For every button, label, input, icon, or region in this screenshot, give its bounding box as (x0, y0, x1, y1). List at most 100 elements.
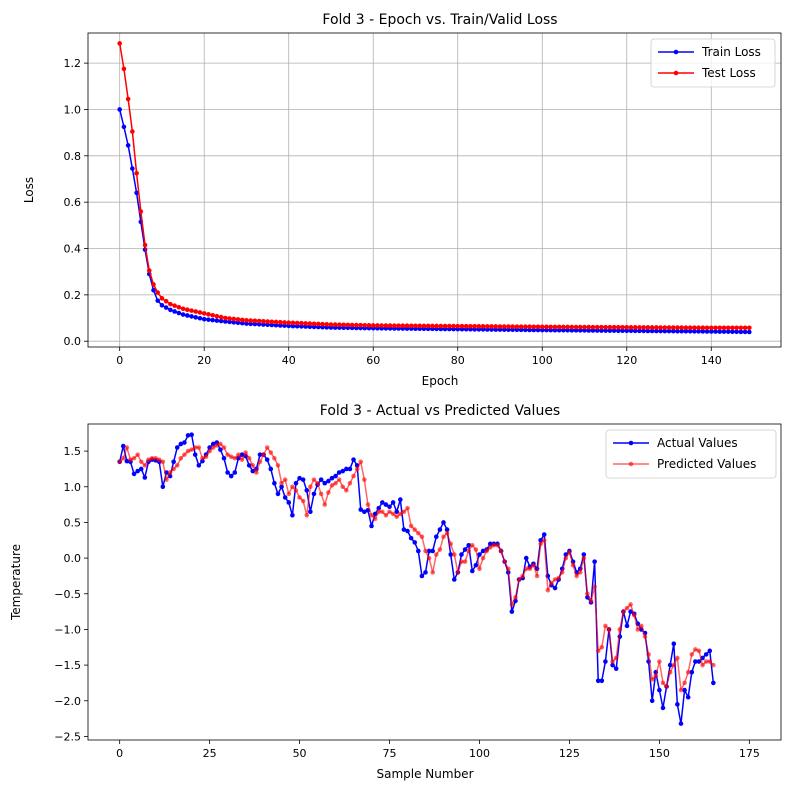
series-0-point-9 (155, 298, 161, 303)
series-1-point-46 (311, 321, 317, 327)
series-1-point-94 (455, 570, 461, 575)
series-1-point-103 (487, 545, 493, 550)
loss-chart-legend: Train Loss Test Loss (650, 38, 776, 88)
series-1-point-71 (417, 323, 423, 329)
series-0-point-118 (616, 328, 621, 334)
series-0-point-11 (163, 305, 169, 310)
series-1-point-12 (168, 301, 173, 307)
series-0-point-122 (632, 328, 638, 334)
series-1-point-105 (561, 324, 566, 330)
series-0-point-41 (264, 457, 270, 462)
series-1-point-62 (340, 484, 346, 490)
series-1-point-131 (588, 598, 594, 604)
series-1-point-107 (569, 324, 575, 330)
series-0-point-123 (637, 328, 642, 334)
series-1-point-102 (484, 548, 489, 554)
series-0-point-124 (641, 328, 646, 334)
series-1-point-27 (231, 316, 237, 322)
series-1-point-36 (269, 319, 275, 325)
series-1-point-127 (574, 573, 579, 579)
series-0-point-141 (624, 623, 630, 629)
series-1-point-157 (682, 680, 687, 686)
loss-chart-series (117, 41, 752, 335)
series-1-point-120 (624, 325, 630, 330)
series-1-point-151 (660, 680, 666, 686)
legend-box (650, 38, 776, 88)
series-1-point-38 (277, 319, 283, 325)
series-0-point-106 (565, 327, 570, 333)
series-0-point-91 (444, 527, 450, 532)
series-1-point-58 (326, 490, 331, 495)
series-1-point-29 (221, 445, 227, 450)
series-1-point-49 (293, 488, 299, 493)
series-0-point-34 (261, 322, 266, 327)
series-1-point-118 (616, 324, 621, 330)
series-1-point-17 (189, 308, 194, 313)
series-1-point-74 (430, 323, 435, 329)
series-0-point-29 (221, 455, 227, 461)
series-1-point-0 (117, 459, 122, 465)
series-1-point-46 (282, 477, 288, 482)
series-0-point-26 (227, 319, 232, 325)
prediction-chart-legend: Actual Values Predicted Values (605, 429, 777, 479)
series-1-point-116 (607, 324, 613, 330)
series-1-point-19 (197, 310, 203, 315)
series-0-point-97 (527, 327, 532, 333)
series-0-point-135 (687, 329, 693, 334)
series-1-point-39 (257, 459, 263, 465)
series-1-point-11 (156, 457, 162, 462)
series-0-point-23 (214, 318, 220, 323)
series-1-point-111 (516, 577, 522, 582)
series-0-point-150 (657, 687, 662, 693)
series-0-point-100 (477, 552, 482, 557)
series-1-point-62 (379, 323, 384, 328)
series-1-point-39 (282, 320, 287, 325)
series-1-point-81 (408, 523, 414, 529)
y-tick-label-0: 0.0 (64, 335, 82, 348)
series-0-point-112 (590, 328, 596, 333)
series-1-point-30 (244, 318, 249, 323)
series-0-point-28 (235, 320, 241, 326)
loss-chart: Fold 3 - Epoch vs. Train/Valid Loss 0 20 4… (22, 12, 782, 388)
series-0-point-0 (117, 107, 122, 112)
series-0-point-93 (510, 327, 515, 333)
series-0-point-131 (670, 328, 676, 334)
series-0-point-21 (192, 452, 198, 457)
x-tick-label-7: 175 (739, 747, 760, 760)
series-0-point-82 (412, 540, 418, 545)
series-1-point-38 (254, 470, 259, 475)
series-1-point-123 (559, 570, 565, 575)
series-0-point-158 (685, 694, 691, 700)
series-0-point-26 (210, 441, 216, 447)
series-1-point-67 (358, 459, 364, 465)
legend-label-0: Train Loss (701, 45, 761, 59)
series-1-point-100 (539, 324, 545, 330)
series-1-point-3 (128, 457, 133, 462)
series-1-point-86 (480, 324, 486, 329)
series-0-point-99 (473, 562, 479, 568)
series-0-point-15 (180, 312, 186, 317)
series-0-point-80 (405, 528, 410, 534)
series-0-point-89 (437, 527, 443, 532)
series-0-point-36 (269, 322, 275, 328)
series-0-point-103 (487, 541, 493, 547)
series-0-point-133 (595, 678, 601, 684)
series-1-point-149 (747, 325, 752, 331)
series-0-point-147 (738, 329, 744, 335)
series-0-point-129 (662, 328, 668, 334)
series-1-point-80 (455, 323, 461, 329)
series-1-point-13 (172, 303, 177, 308)
series-1-point-79 (401, 509, 407, 515)
series-1-point-92 (448, 541, 453, 547)
series-0-point-134 (683, 328, 689, 334)
series-1-point-7 (146, 268, 152, 273)
series-1-point-26 (210, 445, 216, 450)
legend-label-0: Actual Values (657, 436, 738, 450)
series-0-point-19 (197, 315, 203, 321)
series-1-point-77 (394, 514, 400, 520)
series-1-point-36 (246, 455, 252, 461)
x-tick-label-4: 100 (469, 747, 490, 760)
series-0-point-153 (667, 662, 673, 668)
series-0-point-136 (692, 329, 697, 334)
series-0-point-46 (282, 495, 288, 500)
